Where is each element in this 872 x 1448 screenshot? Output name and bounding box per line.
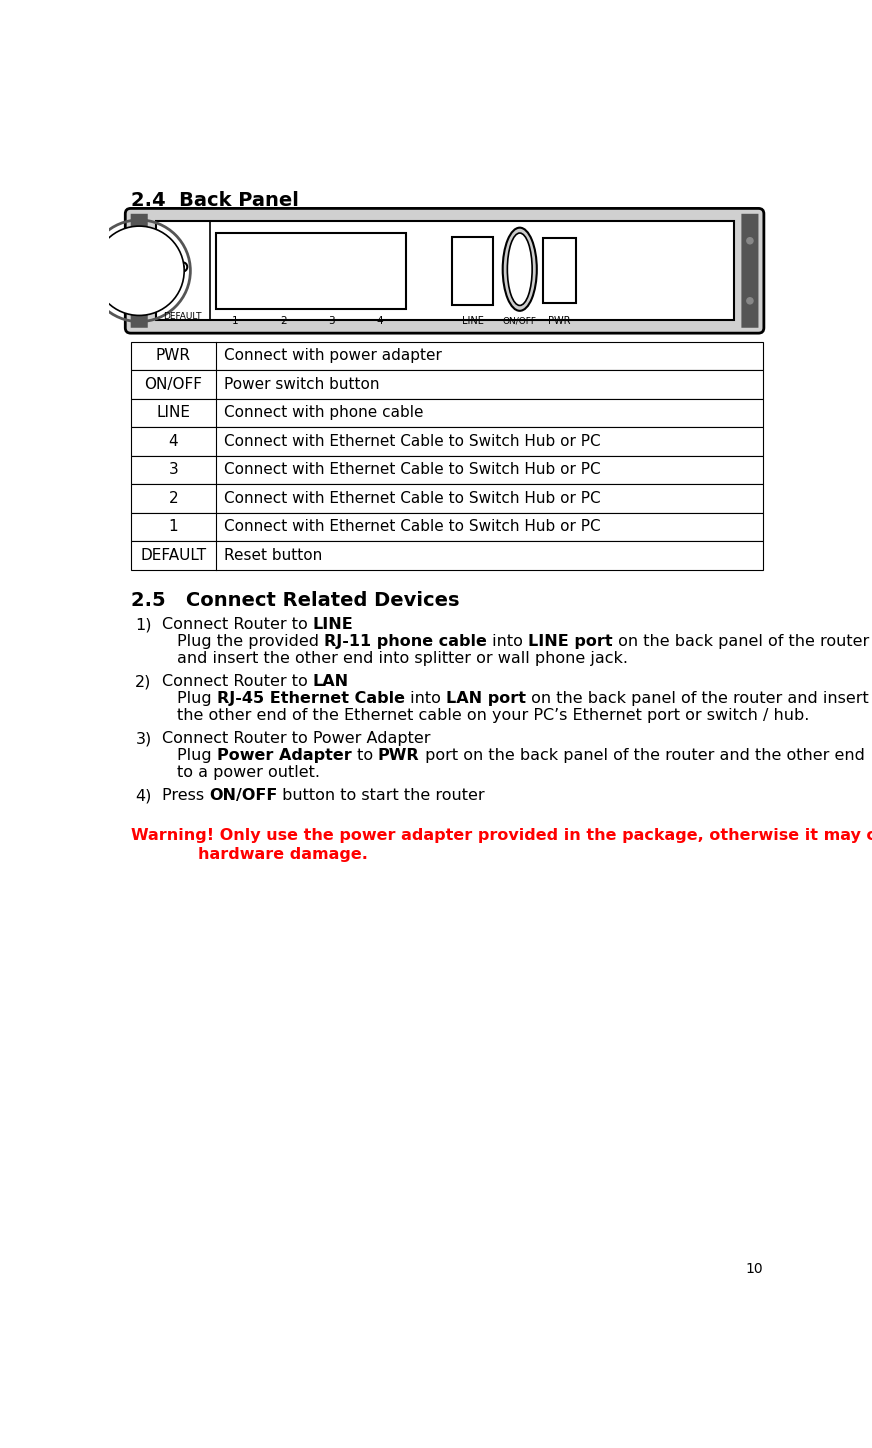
Text: LAN: LAN bbox=[312, 675, 349, 689]
Text: Connect Router to: Connect Router to bbox=[161, 675, 312, 689]
Text: port on the back panel of the router and the other end: port on the back panel of the router and… bbox=[419, 749, 864, 763]
Ellipse shape bbox=[502, 227, 537, 311]
Text: Reset button: Reset button bbox=[224, 547, 322, 563]
Text: Warning! Only use the power adapter provided in the package, otherwise it may ca: Warning! Only use the power adapter prov… bbox=[131, 828, 872, 843]
Bar bbox=[453, 237, 493, 304]
Text: Power switch button: Power switch button bbox=[224, 376, 379, 392]
Bar bbox=[131, 398, 763, 427]
FancyBboxPatch shape bbox=[131, 214, 147, 327]
Text: 2: 2 bbox=[168, 491, 178, 505]
Text: PWR: PWR bbox=[378, 749, 419, 763]
Text: RJ-45 Ethernet Cable: RJ-45 Ethernet Cable bbox=[217, 691, 405, 707]
Text: Connect with power adapter: Connect with power adapter bbox=[224, 349, 441, 363]
Text: 1: 1 bbox=[168, 520, 178, 534]
Bar bbox=[131, 542, 763, 569]
Text: 1): 1) bbox=[135, 617, 152, 633]
Text: PWR: PWR bbox=[156, 349, 191, 363]
Text: Plug: Plug bbox=[177, 691, 217, 707]
Text: DEFAULT: DEFAULT bbox=[140, 547, 207, 563]
Text: 1: 1 bbox=[232, 316, 239, 326]
Text: 4): 4) bbox=[135, 788, 152, 804]
Text: Press: Press bbox=[161, 788, 209, 804]
Text: Connect with Ethernet Cable to Switch Hub or PC: Connect with Ethernet Cable to Switch Hu… bbox=[224, 434, 600, 449]
Circle shape bbox=[746, 237, 753, 243]
Text: 3: 3 bbox=[328, 316, 335, 326]
Bar bbox=[131, 371, 763, 398]
Bar bbox=[131, 456, 763, 484]
Text: and insert the other end into splitter or wall phone jack.: and insert the other end into splitter o… bbox=[177, 652, 628, 666]
Text: to a power outlet.: to a power outlet. bbox=[177, 765, 320, 780]
Text: 2: 2 bbox=[280, 316, 287, 326]
Bar bbox=[155, 222, 733, 320]
Text: Connect Router to: Connect Router to bbox=[161, 617, 312, 633]
Text: Connect Router to Power Adapter: Connect Router to Power Adapter bbox=[161, 731, 430, 746]
Text: on the back panel of the router: on the back panel of the router bbox=[613, 634, 869, 649]
Text: into: into bbox=[487, 634, 528, 649]
Text: DEFAULT: DEFAULT bbox=[163, 313, 202, 321]
Text: LINE: LINE bbox=[461, 316, 483, 326]
Text: LINE: LINE bbox=[156, 405, 190, 420]
Text: into: into bbox=[405, 691, 446, 707]
Text: ON/OFF: ON/OFF bbox=[503, 316, 537, 326]
Bar bbox=[131, 342, 763, 371]
Circle shape bbox=[94, 226, 184, 316]
Text: Connect with Ethernet Cable to Switch Hub or PC: Connect with Ethernet Cable to Switch Hu… bbox=[224, 491, 600, 505]
Text: Connect with Ethernet Cable to Switch Hub or PC: Connect with Ethernet Cable to Switch Hu… bbox=[224, 520, 600, 534]
Bar bbox=[131, 513, 763, 542]
Text: Connect with Ethernet Cable to Switch Hub or PC: Connect with Ethernet Cable to Switch Hu… bbox=[224, 462, 600, 478]
Text: LINE port: LINE port bbox=[528, 634, 613, 649]
Text: button to start the router: button to start the router bbox=[277, 788, 485, 804]
Text: hardware damage.: hardware damage. bbox=[198, 847, 368, 862]
Text: Connect with phone cable: Connect with phone cable bbox=[224, 405, 423, 420]
Text: 3): 3) bbox=[135, 731, 152, 746]
Text: RJ-11 phone cable: RJ-11 phone cable bbox=[324, 634, 487, 649]
Text: 2.5   Connect Related Devices: 2.5 Connect Related Devices bbox=[131, 591, 460, 610]
Text: Power Adapter: Power Adapter bbox=[217, 749, 351, 763]
Bar bbox=[131, 427, 763, 456]
Bar bbox=[216, 233, 405, 308]
Text: ON/OFF: ON/OFF bbox=[145, 376, 202, 392]
FancyBboxPatch shape bbox=[126, 209, 764, 333]
Text: Plug the provided: Plug the provided bbox=[177, 634, 324, 649]
Text: 3: 3 bbox=[168, 462, 178, 478]
Text: 2.4  Back Panel: 2.4 Back Panel bbox=[131, 191, 298, 210]
Text: Plug: Plug bbox=[177, 749, 217, 763]
Ellipse shape bbox=[508, 233, 532, 306]
Text: PWR: PWR bbox=[548, 316, 570, 326]
Text: 10: 10 bbox=[746, 1263, 763, 1276]
Text: to: to bbox=[351, 749, 378, 763]
Text: 2): 2) bbox=[135, 675, 152, 689]
Text: LAN port: LAN port bbox=[446, 691, 526, 707]
Text: LINE: LINE bbox=[312, 617, 353, 633]
Text: ON/OFF: ON/OFF bbox=[209, 788, 277, 804]
Circle shape bbox=[746, 298, 753, 304]
Text: 4: 4 bbox=[376, 316, 383, 326]
Bar bbox=[131, 484, 763, 513]
Text: 4: 4 bbox=[168, 434, 178, 449]
Text: on the back panel of the router and insert: on the back panel of the router and inse… bbox=[526, 691, 869, 707]
Bar bbox=[543, 239, 576, 303]
Circle shape bbox=[181, 265, 184, 268]
FancyBboxPatch shape bbox=[741, 214, 759, 327]
Text: the other end of the Ethernet cable on your PC’s Ethernet port or switch / hub.: the other end of the Ethernet cable on y… bbox=[177, 708, 809, 723]
